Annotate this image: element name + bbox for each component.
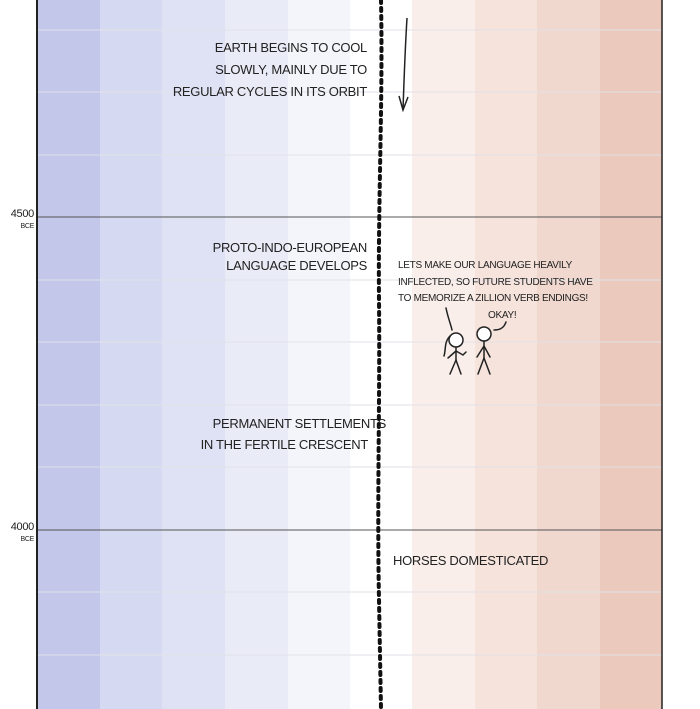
- event-text: REGULAR CYCLES IN ITS ORBIT: [173, 84, 368, 99]
- temperature-bands: [37, 0, 662, 709]
- event-text: SLOWLY, MAINLY DUE TO: [215, 62, 367, 77]
- tick-year: 4500: [11, 208, 34, 220]
- dialogue-text: INFLECTED, SO FUTURE STUDENTS HAVE: [398, 277, 593, 288]
- band: [225, 0, 288, 709]
- tick-era: BCE: [21, 536, 35, 543]
- tick-year: 4000: [11, 521, 34, 533]
- band: [288, 0, 350, 709]
- event-text: IN THE FERTILE CRESCENT: [201, 437, 369, 452]
- event-text: EARTH BEGINS TO COOL: [215, 40, 367, 55]
- dialogue-text: LETS MAKE OUR LANGUAGE HEAVILY: [398, 260, 573, 271]
- temperature-line: [376, 0, 384, 709]
- band: [162, 0, 225, 709]
- dialogue-text: OKAY!: [488, 310, 516, 321]
- tick-era: BCE: [21, 223, 35, 230]
- event-text: PERMANENT SETTLEMENTS: [213, 416, 387, 431]
- band: [475, 0, 537, 709]
- event-text: LANGUAGE DEVELOPS: [226, 258, 367, 273]
- arrow: [398, 17, 409, 113]
- band: [412, 0, 475, 709]
- event-text: HORSES DOMESTICATED: [393, 553, 548, 568]
- band: [537, 0, 600, 709]
- event-text: PROTO-INDO-EUROPEAN: [213, 240, 367, 255]
- minor-grid: [37, 29, 662, 656]
- stick-figures: [443, 307, 507, 375]
- band: [37, 0, 100, 709]
- dialogue-text: TO MEMORIZE A ZILLION VERB ENDINGS!: [398, 293, 588, 304]
- band: [100, 0, 162, 709]
- major-grid: [37, 216, 662, 531]
- band: [600, 0, 662, 709]
